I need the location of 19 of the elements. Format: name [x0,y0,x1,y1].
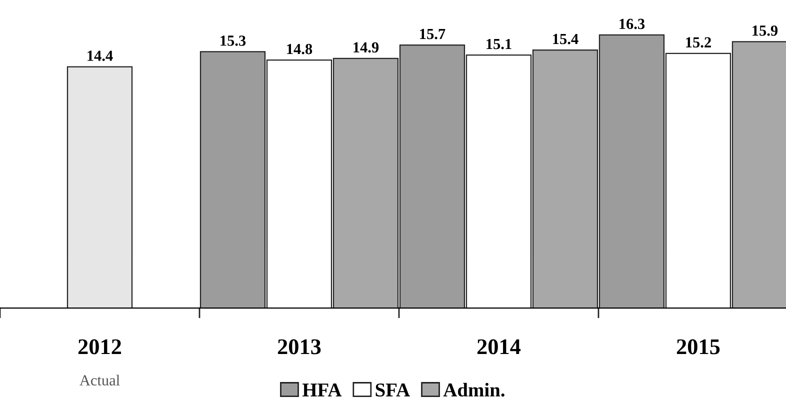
data-label: 14.8 [287,44,312,54]
x-tick-label: 2012 [78,339,122,354]
bar [66,66,133,308]
data-label: 15.1 [486,38,512,50]
data-label: 15.2 [686,37,711,48]
data-label: 16.3 [620,18,645,30]
x-tick-label: 2014 [477,339,521,354]
legend-label: Admin. [443,382,504,397]
data-label: 14.9 [354,42,379,53]
legend-label: SFA [376,383,410,397]
x-tick-label: 2013 [278,339,321,354]
text: Actual [80,374,120,386]
legend-label: HFA [302,384,342,396]
data-label: 15.4 [553,34,578,44]
data-label: 15.9 [752,26,778,36]
data-label: 14.4 [88,50,113,61]
x-tick-label: 2015 [676,339,720,354]
data-label: 15.3 [220,36,246,46]
data-label: 15.7 [420,28,446,40]
